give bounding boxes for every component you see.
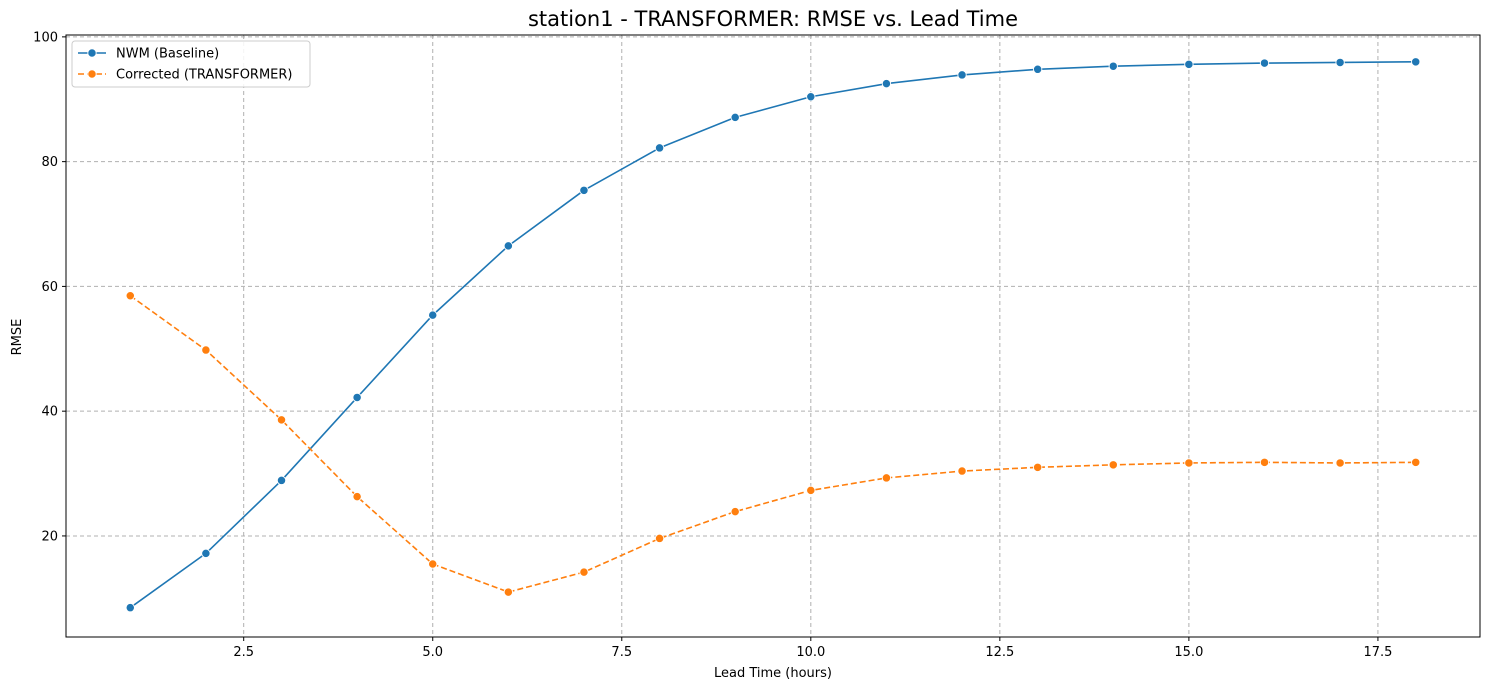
data-point: [276, 415, 287, 425]
data-point: [1335, 458, 1345, 468]
x-tick-label: 7.5: [611, 645, 632, 660]
data-point: [503, 587, 513, 597]
legend-box: [71, 40, 311, 88]
y-tick-label: 40: [41, 405, 58, 420]
data-point: [654, 533, 665, 544]
data-point: [201, 345, 211, 355]
data-point: [1184, 458, 1194, 468]
x-tick-label: 5.0: [422, 645, 443, 660]
data-point: [730, 112, 740, 122]
series-line: [129, 61, 1416, 609]
x-tick-label: 2.5: [233, 645, 254, 660]
data-point: [352, 491, 362, 502]
x-tick-label: 10.0: [796, 645, 825, 660]
data-point: [654, 143, 665, 153]
data-point: [881, 473, 892, 483]
series-2: [125, 291, 1421, 597]
data-point: [428, 310, 438, 320]
data-point: [881, 79, 892, 89]
data-point: [1033, 64, 1043, 74]
legend: NWM (Baseline) Corrected (TRANSFORMER): [71, 40, 311, 88]
data-point: [125, 603, 135, 613]
data-point: [579, 185, 589, 195]
y-tick-label: 60: [41, 280, 58, 295]
data-point: [1259, 58, 1270, 68]
data-point: [201, 548, 211, 559]
data-point: [1259, 457, 1270, 467]
data-point: [428, 559, 438, 569]
data-point: [276, 475, 287, 486]
data-point: [125, 291, 135, 301]
series-lines: [125, 57, 1421, 613]
legend-marker: [87, 69, 97, 79]
data-point: [1033, 462, 1043, 472]
plot-area-frame: [65, 34, 1481, 638]
data-point: [1411, 57, 1421, 67]
data-point: [957, 466, 967, 476]
x-tick-label: 17.5: [1363, 645, 1392, 660]
series-line: [129, 295, 1416, 593]
data-point: [1184, 59, 1194, 69]
axis-ticks: 2.5 5.0 7.5 10.0 12.5 15.0 17.5 20 40 60 80 100: [33, 30, 1392, 660]
y-tick-label: 80: [41, 155, 58, 170]
grid-lines: [66, 35, 1480, 637]
x-tick-label: 12.5: [985, 645, 1014, 660]
data-point: [806, 92, 816, 102]
data-point: [806, 485, 816, 496]
data-point: [957, 70, 967, 80]
legend-label: NWM (Baseline): [116, 47, 219, 62]
y-tick-label: 100: [33, 30, 58, 45]
data-point: [1335, 57, 1345, 68]
data-point: [579, 567, 589, 577]
x-tick-label: 15.0: [1174, 645, 1203, 660]
data-point: [1108, 61, 1118, 71]
data-point: [352, 392, 362, 403]
y-tick-label: 20: [41, 529, 58, 544]
chart-title: station1 - TRANSFORMER: RMSE vs. Lead Ti…: [528, 7, 1018, 31]
legend-marker: [87, 48, 97, 58]
legend-label: Corrected (TRANSFORMER): [116, 68, 293, 83]
data-point: [503, 241, 513, 251]
data-point: [1108, 460, 1118, 470]
y-axis-label: RMSE: [10, 319, 25, 356]
series-1: [125, 57, 1421, 613]
data-point: [730, 506, 740, 517]
x-axis-label: Lead Time (hours): [714, 666, 832, 681]
data-point: [1411, 457, 1421, 467]
